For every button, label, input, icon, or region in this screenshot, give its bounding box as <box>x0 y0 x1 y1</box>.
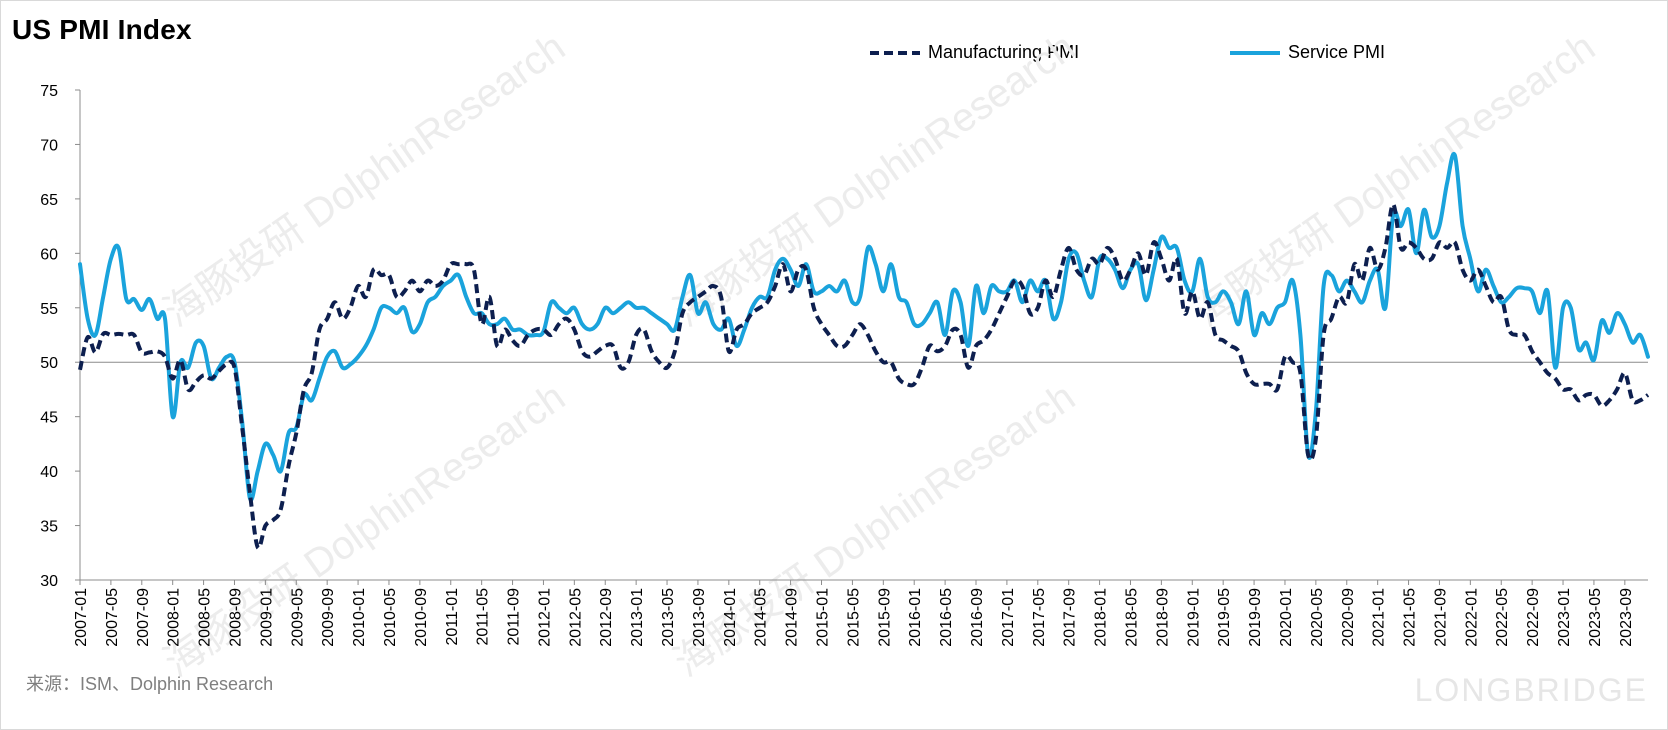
x-tick-label: 2013-09 <box>691 588 708 647</box>
x-tick-label: 2010-09 <box>413 588 430 647</box>
x-tick-label: 2022-09 <box>1525 588 1542 647</box>
x-tick-label: 2010-05 <box>382 588 399 647</box>
x-tick-label: 2021-05 <box>1402 588 1419 647</box>
chart-axes: 30 35 40 45 50 55 60 65 70 75 2007-01 2007-05 2007-0… <box>40 83 1648 647</box>
y-tick-label: 75 <box>40 83 58 100</box>
x-tick-label: 2020-09 <box>1340 588 1357 647</box>
x-tick-label: 2023-05 <box>1587 588 1604 647</box>
x-tick-label: 2008-09 <box>227 588 244 647</box>
x-tick-label: 2007-09 <box>135 588 152 647</box>
y-tick-label: 70 <box>40 137 58 154</box>
x-tick-label: 2008-05 <box>197 588 214 647</box>
x-tick-label: 2011-09 <box>506 588 523 646</box>
x-tick-label: 2020-01 <box>1278 588 1295 647</box>
x-tick-label: 2018-05 <box>1123 588 1140 647</box>
legend-service-swatch <box>1230 50 1280 55</box>
x-tick-label: 2007-05 <box>104 588 121 647</box>
legend-manufacturing-swatch <box>870 50 920 55</box>
x-tick-label: 2016-05 <box>938 588 955 647</box>
x-tick-label: 2012-09 <box>598 588 615 647</box>
legend-service-label: Service PMI <box>1288 42 1386 62</box>
x-tick-label: 2018-01 <box>1093 588 1110 647</box>
x-tick-label: 2022-05 <box>1494 588 1511 647</box>
chart-title: US PMI Index <box>12 14 192 45</box>
x-tick-label: 2017-09 <box>1062 588 1079 647</box>
x-tick-label: 2013-01 <box>629 588 646 647</box>
x-tick-label: 2018-09 <box>1154 588 1171 647</box>
x-tick-label: 2023-09 <box>1618 588 1635 647</box>
x-tick-label: 2011-05 <box>475 588 492 646</box>
x-tick-label: 2008-01 <box>166 588 183 647</box>
brand-logo: LONGBRIDGE <box>1414 672 1648 708</box>
series-line-manufacturing-pmi <box>78 202 1650 551</box>
x-tick-label: 2011-01 <box>444 588 461 646</box>
x-tick-label: 2015-01 <box>815 588 832 647</box>
x-tick-label: 2022-01 <box>1463 588 1480 647</box>
chart-series <box>78 151 1650 551</box>
x-tick-label: 2019-01 <box>1185 588 1202 647</box>
y-tick-label: 65 <box>40 192 58 209</box>
y-tick-label: 60 <box>40 246 58 263</box>
y-tick-label: 35 <box>40 519 58 536</box>
x-tick-label: 2012-05 <box>567 588 584 647</box>
x-tick-label: 2015-05 <box>845 588 862 647</box>
x-tick-label: 2013-05 <box>660 588 677 647</box>
x-tick-label: 2015-09 <box>876 588 893 647</box>
x-tick-label: 2021-09 <box>1432 588 1449 647</box>
x-tick-label: 2023-01 <box>1556 588 1573 647</box>
legend-service: Service PMI <box>1228 42 1385 63</box>
y-tick-label: 55 <box>40 301 58 318</box>
y-tick-label: 40 <box>40 464 58 481</box>
x-tick-label: 2009-01 <box>258 588 275 647</box>
x-tick-label: 2019-09 <box>1247 588 1264 647</box>
x-tick-label: 2021-01 <box>1371 588 1388 647</box>
x-tick-label: 2014-01 <box>722 588 739 647</box>
x-tick-label: 2010-01 <box>351 588 368 647</box>
x-tick-label: 2017-01 <box>1000 588 1017 647</box>
x-tick-label: 2009-09 <box>320 588 337 647</box>
series-line-service-pmi <box>78 151 1650 502</box>
x-tick-label: 2007-01 <box>73 588 90 647</box>
y-tick-label: 30 <box>40 573 58 590</box>
x-tick-label: 2009-05 <box>289 588 306 647</box>
legend-manufacturing: Manufacturing PMI <box>868 42 1079 63</box>
x-tick-label: 2019-05 <box>1216 588 1233 647</box>
x-tick-label: 2014-05 <box>753 588 770 647</box>
x-tick-label: 2017-05 <box>1031 588 1048 647</box>
y-tick-label: 50 <box>40 355 58 372</box>
x-tick-label: 2014-09 <box>784 588 801 647</box>
x-tick-label: 2016-09 <box>969 588 986 647</box>
source-note: 来源：ISM、Dolphin Research <box>26 674 274 694</box>
legend-manufacturing-label: Manufacturing PMI <box>928 42 1080 62</box>
x-tick-label: 2016-01 <box>907 588 924 647</box>
x-tick-label: 2020-05 <box>1309 588 1326 647</box>
y-tick-label: 45 <box>40 410 58 427</box>
x-tick-label: 2012-01 <box>536 588 553 647</box>
